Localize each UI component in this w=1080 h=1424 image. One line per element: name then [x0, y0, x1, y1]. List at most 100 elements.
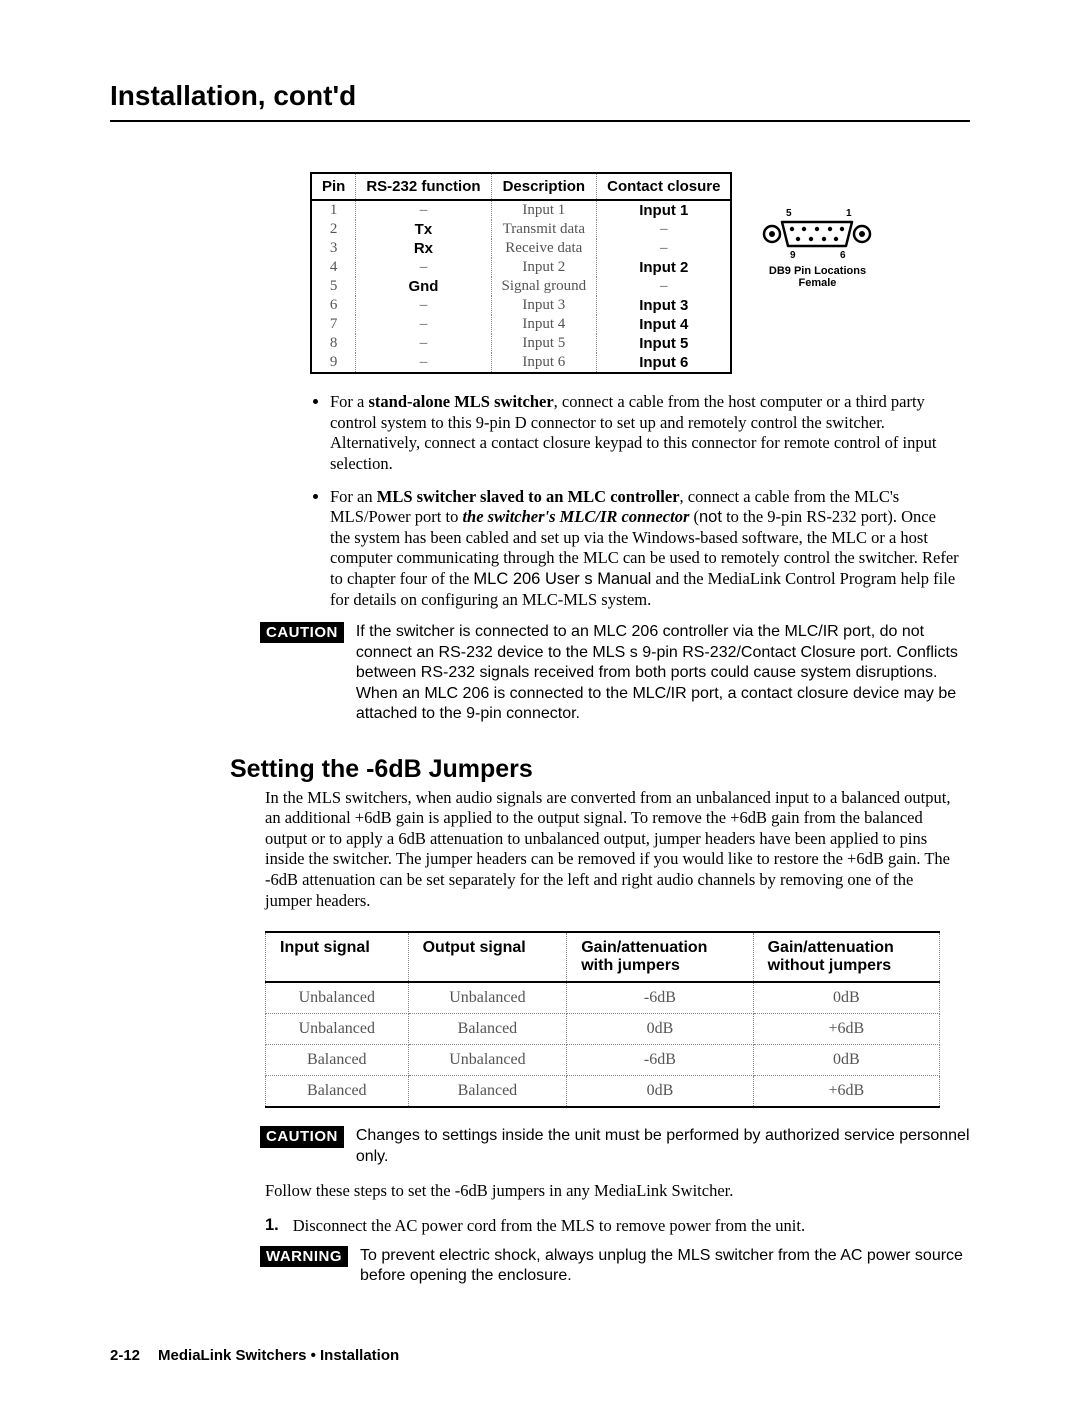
table-cell: Input 6	[597, 353, 732, 373]
footer-text: MediaLink Switchers • Installation	[158, 1347, 399, 1364]
table-cell: Input 4	[491, 315, 597, 334]
table-cell: Balanced	[266, 1076, 409, 1108]
table-cell: 0dB	[753, 1045, 939, 1076]
table-cell: +6dB	[753, 1014, 939, 1045]
gain-header: Gain/attenuationwith jumpers	[567, 932, 753, 982]
table-cell: 4	[311, 258, 356, 277]
table-cell: Input 6	[491, 353, 597, 373]
table-cell: Unbalanced	[266, 982, 409, 1014]
gain-table: Input signalOutput signalGain/attenuatio…	[265, 931, 940, 1108]
caution-tag: CAUTION	[260, 622, 344, 643]
table-row: BalancedUnbalanced-6dB0dB	[266, 1045, 940, 1076]
svg-text:6: 6	[840, 250, 846, 261]
table-row: UnbalancedBalanced0dB+6dB	[266, 1014, 940, 1045]
table-cell: +6dB	[753, 1076, 939, 1108]
gain-header: Output signal	[408, 932, 567, 982]
table-cell: Unbalanced	[408, 982, 567, 1014]
table-row: 1–Input 1Input 1	[311, 200, 731, 220]
table-cell: Input 1	[491, 200, 597, 220]
table-cell: –	[356, 258, 491, 277]
svg-text:5: 5	[786, 208, 792, 219]
pin-header: Description	[491, 173, 597, 200]
table-cell: -6dB	[567, 982, 753, 1014]
table-row: 3RxReceive data–	[311, 239, 731, 258]
table-cell: Input 5	[491, 334, 597, 353]
table-cell: Balanced	[408, 1076, 567, 1108]
gain-header: Gain/attenuationwithout jumpers	[753, 932, 939, 982]
step-text: Disconnect the AC power cord from the ML…	[293, 1216, 805, 1236]
table-row: 5GndSignal ground–	[311, 277, 731, 296]
db9-label-2: Female	[762, 277, 872, 289]
table-cell: –	[597, 239, 732, 258]
table-cell: 7	[311, 315, 356, 334]
table-cell: Rx	[356, 239, 491, 258]
table-cell: Signal ground	[491, 277, 597, 296]
table-cell: –	[356, 315, 491, 334]
table-row: 2TxTransmit data–	[311, 220, 731, 239]
bullet-list: For a stand-alone MLS switcher, connect …	[330, 392, 970, 610]
table-cell: Input 4	[597, 315, 732, 334]
table-cell: 8	[311, 334, 356, 353]
table-cell: –	[356, 200, 491, 220]
pin-header: RS-232 function	[356, 173, 491, 200]
table-cell: 3	[311, 239, 356, 258]
table-cell: 0dB	[567, 1076, 753, 1108]
table-row: 4–Input 2Input 2	[311, 258, 731, 277]
warning-block: WARNING To prevent electric shock, alway…	[260, 1246, 970, 1287]
table-cell: Unbalanced	[266, 1014, 409, 1045]
pin-header: Pin	[311, 173, 356, 200]
table-cell: –	[597, 220, 732, 239]
table-cell: –	[356, 296, 491, 315]
gain-header: Input signal	[266, 932, 409, 982]
db9-label-1: DB9 Pin Locations	[762, 265, 872, 277]
page-title: Installation, cont'd	[110, 80, 970, 112]
table-cell: 0dB	[753, 982, 939, 1014]
table-cell: Transmit data	[491, 220, 597, 239]
warning-text: To prevent electric shock, always unplug…	[360, 1246, 970, 1287]
table-row: 6–Input 3Input 3	[311, 296, 731, 315]
table-cell: Balanced	[266, 1045, 409, 1076]
table-cell: 5	[311, 277, 356, 296]
warning-tag: WARNING	[260, 1246, 348, 1267]
caution-2-text: Changes to settings inside the unit must…	[356, 1126, 970, 1167]
table-cell: –	[356, 353, 491, 373]
table-cell: 0dB	[567, 1014, 753, 1045]
table-cell: Unbalanced	[408, 1045, 567, 1076]
caution-1-p2: When an MLC 206 is connected to the MLC/…	[356, 684, 970, 725]
table-cell: Balanced	[408, 1014, 567, 1045]
table-row: 7–Input 4Input 4	[311, 315, 731, 334]
table-cell: Tx	[356, 220, 491, 239]
caution-tag: CAUTION	[260, 1126, 344, 1147]
table-cell: -6dB	[567, 1045, 753, 1076]
table-cell: –	[597, 277, 732, 296]
table-cell: 2	[311, 220, 356, 239]
table-cell: Input 3	[491, 296, 597, 315]
step-number: 1.	[265, 1216, 279, 1236]
table-row: UnbalancedUnbalanced-6dB0dB	[266, 982, 940, 1014]
section-heading: Setting the -6dB Jumpers	[230, 755, 970, 784]
step-1: 1. Disconnect the AC power cord from the…	[265, 1216, 960, 1236]
table-row: 8–Input 5Input 5	[311, 334, 731, 353]
table-cell: 9	[311, 353, 356, 373]
caution-block-1: CAUTION If the switcher is connected to …	[260, 622, 970, 724]
caution-block-2: CAUTION Changes to settings inside the u…	[260, 1126, 970, 1167]
table-cell: Input 3	[597, 296, 732, 315]
svg-text:1: 1	[846, 208, 852, 219]
table-row: 9–Input 6Input 6	[311, 353, 731, 373]
page-footer: 2-12 MediaLink Switchers • Installation	[110, 1347, 970, 1364]
table-cell: Receive data	[491, 239, 597, 258]
bullet-2: For an MLS switcher slaved to an MLC con…	[330, 487, 960, 611]
table-cell: Input 2	[597, 258, 732, 277]
table-cell: 1	[311, 200, 356, 220]
table-cell: Input 1	[597, 200, 732, 220]
table-cell: 6	[311, 296, 356, 315]
bullet-1: For a stand-alone MLS switcher, connect …	[330, 392, 960, 475]
pin-table: PinRS-232 functionDescriptionContact clo…	[310, 172, 732, 374]
db9-diagram: 5 1 9 6 DB9 Pin Locations Female	[762, 202, 872, 289]
table-cell: Gnd	[356, 277, 491, 296]
section-paragraph: In the MLS switchers, when audio signals…	[265, 788, 960, 912]
table-cell: Input 2	[491, 258, 597, 277]
follow-text: Follow these steps to set the -6dB jumpe…	[265, 1181, 960, 1202]
page-number: 2-12	[110, 1347, 140, 1364]
pin-header: Contact closure	[597, 173, 732, 200]
